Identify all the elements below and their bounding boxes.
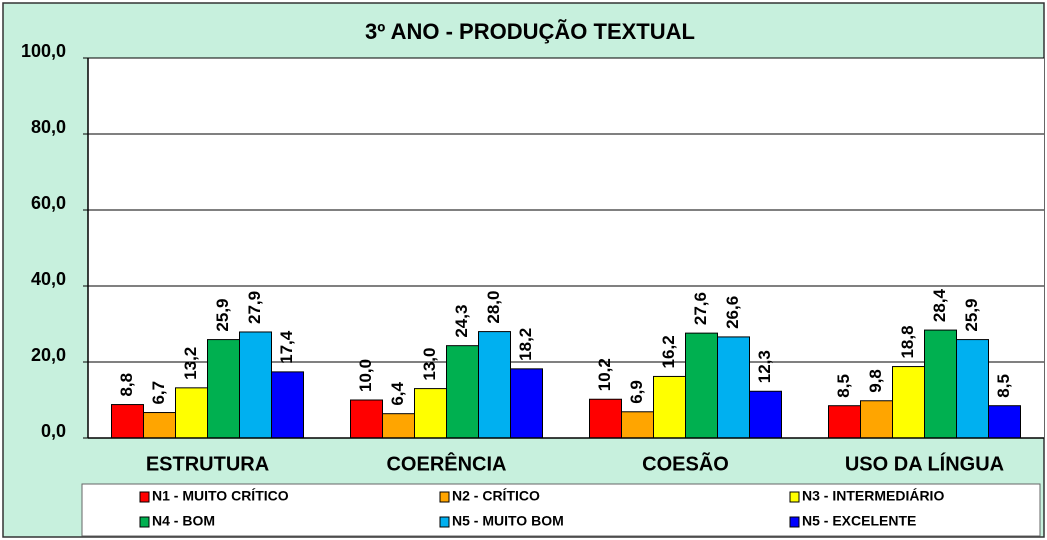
legend-swatch: [439, 516, 450, 528]
y-tick-label: 0,0: [41, 421, 66, 441]
data-label: 6,7: [149, 381, 168, 405]
legend-label: N4 - BOM: [152, 513, 215, 529]
bar: [111, 404, 144, 439]
data-label: 26,6: [723, 296, 742, 329]
bar: [860, 400, 893, 439]
bar: [828, 405, 861, 439]
bar: [271, 371, 304, 439]
data-label: 8,5: [994, 374, 1013, 398]
legend-label: N2 - CRÍTICO: [452, 488, 540, 504]
data-label: 28,4: [930, 288, 949, 322]
data-label: 24,3: [452, 305, 471, 338]
bar: [143, 412, 176, 439]
x-tick-label: ESTRUTURA: [146, 453, 269, 475]
bar: [988, 405, 1021, 439]
data-label: 27,6: [691, 292, 710, 325]
data-label: 28,0: [484, 291, 503, 324]
chart-title: 3º ANO - PRODUÇÃO TEXTUAL: [365, 19, 695, 44]
y-tick-label: 40,0: [31, 269, 66, 289]
bar: [717, 336, 750, 439]
bar: [414, 388, 447, 439]
data-label: 12,3: [755, 350, 774, 383]
y-tick-label: 60,0: [31, 193, 66, 213]
data-label: 9,8: [866, 369, 885, 393]
bar: [749, 390, 782, 439]
legend-label: N5 - MUITO BOM: [452, 513, 564, 529]
data-label: 25,9: [962, 298, 981, 331]
data-label: 10,0: [356, 359, 375, 392]
bar: [924, 329, 957, 439]
data-label: 10,2: [595, 358, 614, 391]
bar: [510, 368, 543, 439]
legend-swatch: [789, 516, 800, 528]
y-tick-label: 100,0: [21, 41, 66, 61]
data-label: 13,2: [181, 347, 200, 380]
data-label: 6,9: [627, 380, 646, 404]
y-tick-label: 20,0: [31, 345, 66, 365]
data-label: 13,0: [420, 348, 439, 381]
bar: [653, 375, 686, 439]
legend-box: [81, 483, 1041, 537]
bar: [350, 399, 383, 439]
data-label: 18,2: [516, 328, 535, 361]
bar: [956, 339, 989, 439]
x-tick-label: USO DA LÍNGUA: [845, 452, 1004, 475]
legend-label: N5 - EXCELENTE: [802, 513, 916, 529]
data-label: 6,4: [388, 382, 407, 406]
bar: [446, 345, 479, 439]
data-label: 17,4: [277, 330, 296, 364]
data-label: 25,9: [213, 298, 232, 331]
legend-swatch: [789, 491, 800, 503]
bar: [589, 398, 622, 439]
legend-swatch: [139, 491, 150, 503]
bar: [685, 332, 718, 439]
data-label: 16,2: [659, 335, 678, 368]
data-label: 18,8: [898, 325, 917, 358]
x-tick-label: COESÃO: [642, 452, 729, 475]
data-label: 8,8: [117, 373, 136, 397]
bar: [175, 387, 208, 439]
x-tick-label: COERÊNCIA: [386, 451, 506, 475]
legend-swatch: [139, 516, 150, 528]
y-tick-label: 80,0: [31, 117, 66, 137]
bar: [239, 331, 272, 439]
legend-label: N1 - MUITO CRÍTICO: [152, 488, 289, 504]
bar: [478, 331, 511, 439]
legend-label: N3 - INTERMEDIÁRIO: [802, 488, 944, 504]
data-label: 8,5: [834, 374, 853, 398]
legend-swatch: [439, 491, 450, 503]
bar: [892, 366, 925, 439]
data-label: 27,9: [245, 291, 264, 324]
bar: [207, 339, 240, 439]
bar: [621, 411, 654, 439]
bar: [382, 413, 415, 439]
